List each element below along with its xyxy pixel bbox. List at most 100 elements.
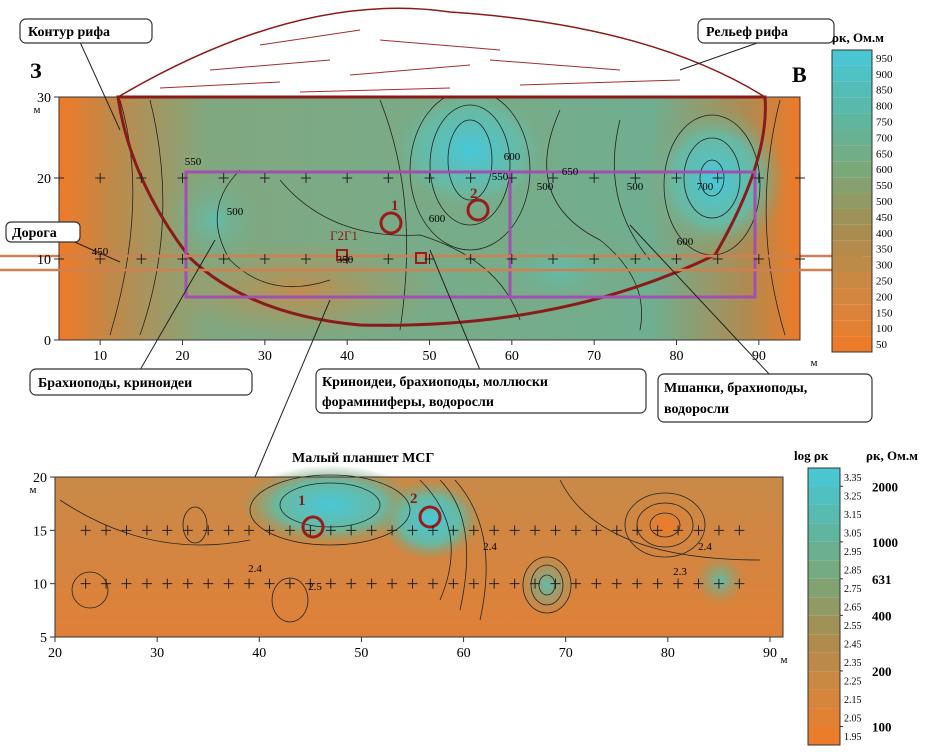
x-tick-label: 90 [763, 646, 777, 661]
colorbar-title: log ρк [794, 448, 829, 463]
colorbar-band [808, 523, 840, 541]
colorbar-tick-label: 900 [876, 69, 893, 81]
colorbar-tick-label: 3.05 [844, 529, 862, 540]
colorbar-band [808, 616, 840, 634]
annotation: З [30, 58, 42, 83]
contour-label: 500 [227, 206, 244, 218]
colorbar-tick-label: 700 [876, 132, 893, 144]
colorbar-band [832, 82, 872, 98]
colorbar-tick-label: 1.95 [844, 732, 862, 743]
contour-label: 500 [537, 181, 554, 193]
point-label: 1 [391, 198, 399, 214]
contour-label: 600 [429, 213, 446, 225]
colorbar-tick-label: 50 [876, 339, 888, 351]
x-tick-label: 90 [752, 349, 766, 364]
contour-label: 2.5 [308, 581, 322, 593]
colorbar-band [832, 129, 872, 145]
colorbar-tick-label: 650 [876, 148, 893, 160]
colorbar-value-label: 1000 [872, 535, 898, 550]
x-tick-label: 30 [150, 646, 164, 661]
top-field [59, 80, 800, 340]
x-tick-label: 80 [670, 349, 684, 364]
colorbar-tick-label: 2.35 [844, 658, 862, 669]
colorbar-tick-label: 2.65 [844, 603, 862, 614]
colorbar-title: ρк, Ом.м [832, 30, 884, 45]
colorbar-band [808, 505, 840, 523]
contour-label: 2.4 [248, 563, 262, 575]
point-label: 1 [298, 493, 306, 509]
colorbar-value-label: 631 [872, 572, 892, 587]
colorbar-title: ρк, Ом.м [866, 448, 918, 463]
colorbar-tick-label: 2.95 [844, 547, 862, 558]
x-tick-label: 80 [661, 646, 675, 661]
colorbar-band [808, 634, 840, 652]
x-tick-label: 50 [423, 349, 437, 364]
contour-label: 700 [697, 181, 714, 193]
colorbar-band [832, 241, 872, 257]
point-label: 2 [470, 186, 478, 202]
annotation: Рельеф рифа [706, 25, 788, 40]
x-tick-label: 50 [354, 646, 368, 661]
contour-label: 500 [627, 181, 644, 193]
annotation: водоросли [664, 402, 729, 417]
annotation: фораминиферы, водоросли [322, 395, 494, 410]
colorbar-band [832, 66, 872, 82]
colorbar-tick-label: 750 [876, 117, 893, 129]
contour-label: 600 [677, 236, 694, 248]
colorbar-tick-label: 400 [876, 228, 893, 240]
annotation: Криноидеи, брахиоподы, моллюски [322, 375, 548, 390]
x-tick-label: 40 [340, 349, 354, 364]
colorbar-value-label: 100 [872, 720, 892, 735]
annotation: Контур рифа [28, 25, 110, 40]
colorbar-band [832, 257, 872, 273]
contour-label: 2.3 [673, 566, 687, 578]
y-tick-label: 20 [37, 172, 51, 187]
chart-title: Малый планшет МСГ [292, 451, 434, 466]
colorbar-tick-label: 2.55 [844, 621, 862, 632]
colorbar-band [832, 114, 872, 130]
colorbar-band [808, 653, 840, 671]
y-tick-label: 10 [37, 253, 51, 268]
colorbar-band [808, 690, 840, 708]
colorbar-tick-label: 2.75 [844, 584, 862, 595]
x-tick-label: 70 [587, 349, 601, 364]
x-tick-label: 60 [505, 349, 519, 364]
colorbar-band [832, 320, 872, 336]
y-unit: м [30, 484, 37, 496]
colorbar-tick-label: 2.45 [844, 639, 862, 650]
contour-label: 550 [185, 156, 202, 168]
colorbar-tick-label: 600 [876, 164, 893, 176]
colorbar-band [832, 209, 872, 225]
colorbar-tick-label: 2.25 [844, 676, 862, 687]
colorbar-tick-label: 150 [876, 307, 893, 319]
colorbar-tick-label: 300 [876, 260, 893, 272]
colorbar-tick-label: 550 [876, 180, 893, 192]
colorbar-tick-label: 450 [876, 212, 893, 224]
colorbar-tick-label: 100 [876, 323, 893, 335]
colorbar-tick-label: 500 [876, 196, 893, 208]
colorbar-band [832, 288, 872, 304]
point-label: 2 [410, 491, 418, 507]
colorbar-band [808, 708, 840, 726]
colorbar-band [808, 560, 840, 578]
annotation: Мшанки, брахиоподы, [664, 381, 807, 396]
colorbar-band [808, 671, 840, 689]
y-unit: м [34, 104, 41, 116]
colorbar-band [832, 304, 872, 320]
colorbar-tick-label: 2.05 [844, 713, 862, 724]
colorbar-band [832, 225, 872, 241]
y-tick-label: 10 [33, 578, 47, 593]
contour-label: 600 [504, 151, 521, 163]
colorbar-value-label: 400 [872, 608, 892, 623]
figure: Контур рифа Рельеф рифа З В Дорога Брахи… [0, 0, 930, 747]
annotation: Брахиоподы, криноидеи [38, 376, 192, 391]
contour-label: 350 [337, 254, 354, 266]
x-tick-label: 20 [176, 349, 190, 364]
colorbar-tick-label: 3.35 [844, 473, 862, 484]
annotation: В [792, 62, 807, 87]
colorbar-band [808, 542, 840, 560]
colorbar-tick-label: 200 [876, 291, 893, 303]
colorbar-tick-label: 850 [876, 85, 893, 97]
colorbar-band [832, 193, 872, 209]
colorbar-tick-label: 2.85 [844, 566, 862, 577]
